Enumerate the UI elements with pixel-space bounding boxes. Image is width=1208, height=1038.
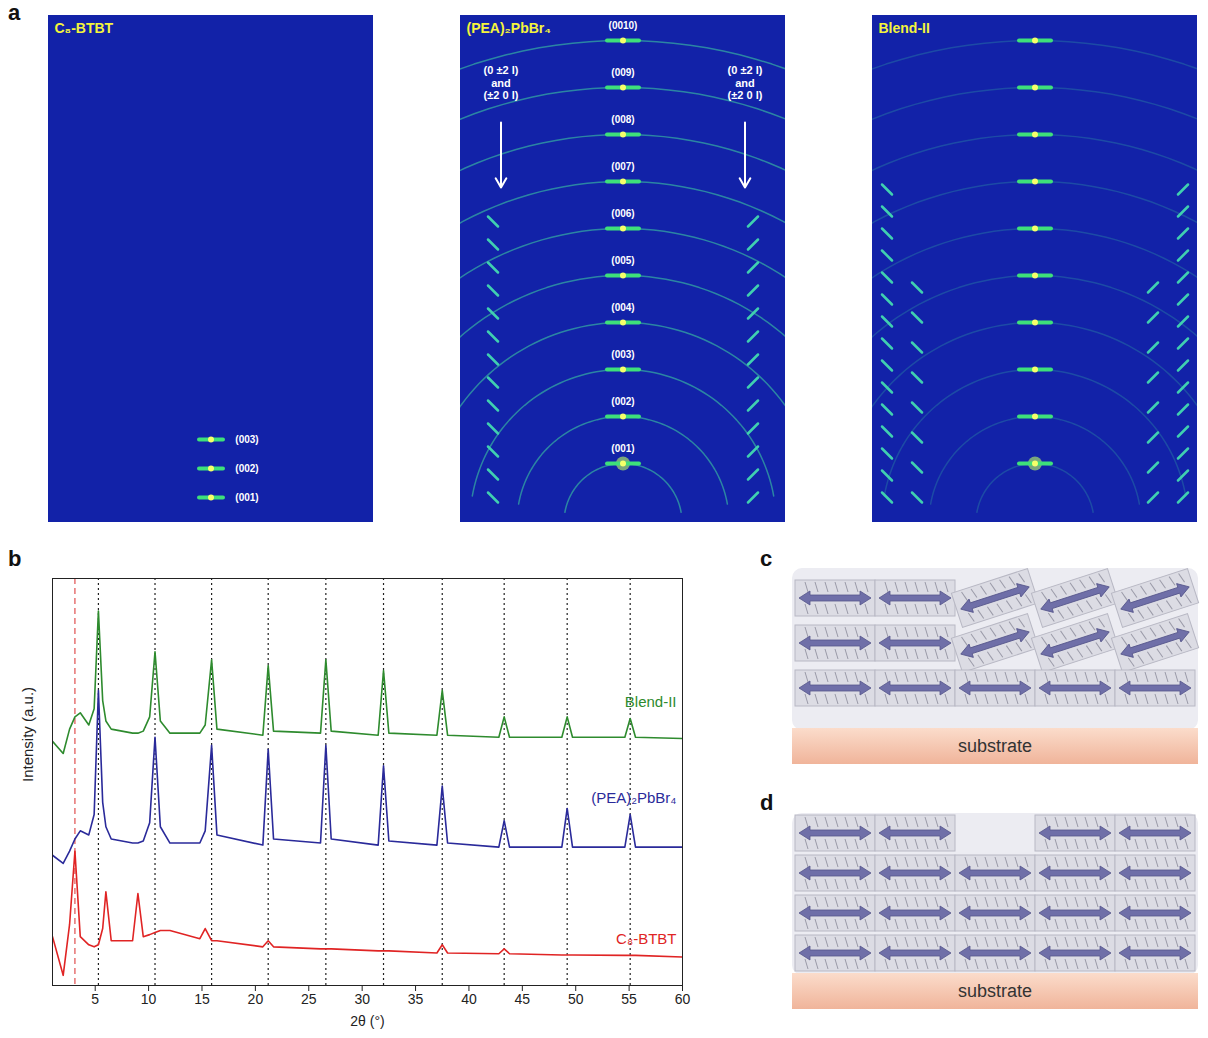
svg-text:substrate: substrate (958, 981, 1032, 1001)
html-text:b: b (8, 546, 22, 571)
svg-text:(0 ±2 l)and(±2 0 l): (0 ±2 l)and(±2 0 l) (728, 64, 763, 101)
svg-text:(PEA)₂PbBr₄: (PEA)₂PbBr₄ (591, 789, 676, 806)
svg-text:(005): (005) (611, 255, 634, 266)
svg-text:50: 50 (568, 991, 584, 1007)
svg-text:(001): (001) (611, 443, 634, 454)
svg-text:(001): (001) (235, 492, 258, 503)
svg-text:(003): (003) (611, 349, 634, 360)
svg-text:(002): (002) (235, 463, 258, 474)
svg-text:(003): (003) (235, 434, 258, 445)
svg-text:C₈-BTBT: C₈-BTBT (616, 930, 676, 947)
svg-text:2θ (°): 2θ (°) (350, 1013, 384, 1029)
svg-text:35: 35 (408, 991, 424, 1007)
svg-text:(PEA)₂PbBr₄: (PEA)₂PbBr₄ (467, 20, 551, 36)
svg-text:55: 55 (621, 991, 637, 1007)
svg-text:substrate: substrate (958, 736, 1032, 756)
svg-text:20: 20 (248, 991, 264, 1007)
svg-text:(002): (002) (611, 396, 634, 407)
svg-text:40: 40 (461, 991, 477, 1007)
svg-text:30: 30 (354, 991, 370, 1007)
svg-text:60: 60 (675, 991, 691, 1007)
html-text:c: c (760, 546, 773, 571)
svg-text:10: 10 (141, 991, 157, 1007)
svg-text:25: 25 (301, 991, 317, 1007)
svg-text:5: 5 (91, 991, 99, 1007)
svg-text:45: 45 (515, 991, 531, 1007)
html-text:d: d (760, 790, 774, 815)
svg-text:(0010): (0010) (609, 20, 638, 31)
svg-text:15: 15 (194, 991, 210, 1007)
svg-text:Intensity (a.u.): Intensity (a.u.) (19, 687, 36, 782)
svg-text:(004): (004) (611, 302, 634, 313)
svg-text:(0 ±2 l)and(±2 0 l): (0 ±2 l)and(±2 0 l) (484, 64, 519, 101)
html-text:a: a (8, 0, 21, 25)
svg-text:C₈-BTBT: C₈-BTBT (55, 20, 114, 36)
svg-text:(008): (008) (611, 114, 634, 125)
svg-text:Blend-II: Blend-II (625, 693, 677, 710)
svg-text:(006): (006) (611, 208, 634, 219)
svg-text:(009): (009) (611, 67, 634, 78)
svg-text:Blend-II: Blend-II (879, 20, 930, 36)
svg-text:(007): (007) (611, 161, 634, 172)
